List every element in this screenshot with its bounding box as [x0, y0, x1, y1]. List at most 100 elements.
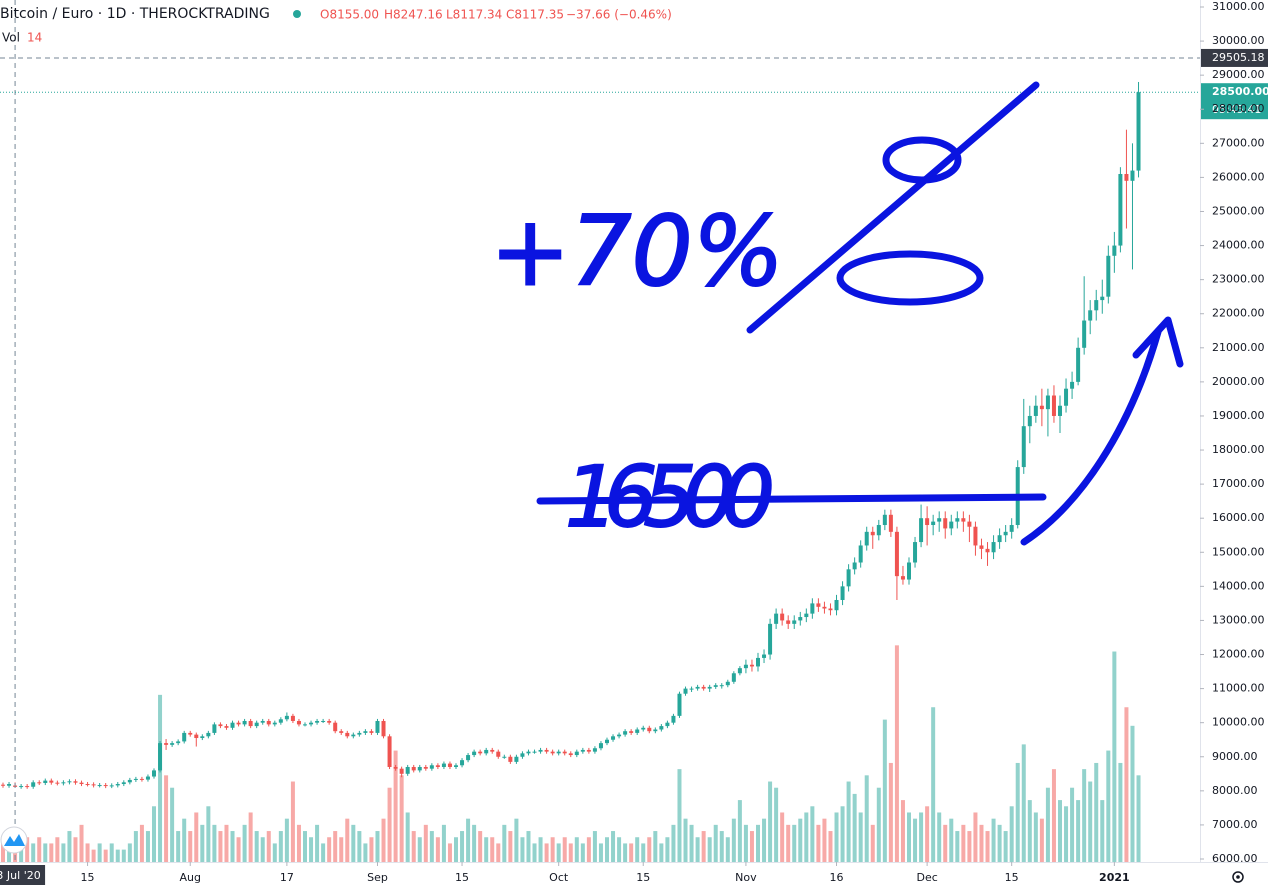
volume-bar — [532, 843, 537, 862]
candle-body — [405, 766, 410, 774]
volume-bar — [713, 824, 718, 862]
volume-bar — [919, 812, 924, 862]
volume-bar — [876, 787, 881, 862]
candle-body — [339, 731, 344, 733]
last-price-label: 28500.00 — [1212, 85, 1268, 98]
candle-body — [882, 514, 887, 526]
candle-body — [876, 525, 881, 536]
candle-body — [508, 756, 513, 762]
x-tick-label: 17 — [280, 871, 294, 884]
candle-body — [272, 722, 277, 725]
candle-body — [858, 545, 863, 563]
volume-title: Vol — [2, 31, 20, 45]
volume-bar — [1082, 769, 1087, 862]
candle-body — [653, 729, 658, 732]
close-value: C8117.35 — [506, 8, 564, 22]
candle-body — [798, 617, 803, 621]
volume-bar — [109, 843, 114, 862]
volume-bar — [290, 781, 295, 862]
candle-body — [695, 686, 700, 689]
volume-bar — [544, 843, 549, 862]
candle-body — [1064, 388, 1069, 406]
candle-body — [641, 727, 646, 730]
volume-bar — [67, 831, 72, 862]
candle-body — [961, 518, 966, 522]
volume-bar — [164, 775, 169, 862]
candle-body — [671, 715, 676, 723]
candle-body — [67, 781, 72, 783]
volume-bar — [454, 837, 458, 862]
candle-body — [870, 531, 875, 536]
candle-body — [1058, 405, 1062, 416]
volume-bar — [1, 843, 5, 862]
y-tick-label: 21000.00 — [1212, 341, 1265, 354]
volume-bar — [1076, 800, 1081, 862]
volume-bar — [496, 843, 501, 862]
y-tick-label: 27000.00 — [1212, 136, 1265, 149]
crosshair-price-label: 29505.18 — [1212, 51, 1265, 64]
annotation-percent: +70% — [490, 195, 790, 307]
candle-body — [973, 526, 978, 546]
volume-bar — [490, 837, 495, 862]
settings-gear[interactable] — [1232, 871, 1244, 883]
y-tick-label: 20000.00 — [1212, 375, 1265, 388]
candle-body — [242, 720, 247, 725]
volume-bar — [798, 818, 803, 862]
candle-body — [321, 720, 326, 722]
candle-body — [333, 722, 338, 732]
candle-body — [943, 518, 948, 529]
volume-bar — [230, 831, 235, 862]
candle-body — [592, 748, 597, 752]
candle-body — [756, 657, 760, 667]
candle-body — [768, 623, 773, 655]
candle-body — [1130, 170, 1135, 181]
candle-body — [345, 732, 350, 737]
volume-bar — [25, 837, 30, 862]
candle-body — [623, 731, 628, 735]
y-tick-label: 8000.00 — [1212, 784, 1258, 797]
candle-body — [236, 722, 241, 725]
volume-bar — [73, 837, 78, 862]
candle-body — [562, 751, 567, 754]
y-tick-label: 30000.00 — [1212, 34, 1265, 47]
candle-body — [393, 766, 398, 769]
crosshair-date-label: 03 Jul '20 — [0, 869, 41, 882]
volume-bar — [659, 843, 664, 862]
volume-bar — [852, 793, 857, 862]
candle-body — [176, 741, 181, 744]
volume-bar — [1088, 781, 1093, 862]
volume-bar — [1064, 806, 1069, 862]
volume-bar — [635, 837, 640, 862]
candle-body — [810, 603, 815, 614]
volume-bar — [629, 843, 634, 862]
volume-bar — [888, 762, 893, 862]
candle-body — [194, 734, 199, 739]
volume-bar — [417, 837, 422, 862]
candle-body — [429, 765, 434, 769]
candle-body — [1, 784, 5, 786]
candle-body — [351, 734, 356, 737]
candle-body — [327, 720, 332, 723]
candle-body — [979, 545, 984, 549]
candle-body — [363, 731, 368, 733]
volume-bar — [762, 818, 767, 862]
candle-body — [152, 770, 156, 777]
candle-body — [303, 724, 307, 726]
high-value: H8247.16 — [384, 8, 443, 22]
volume-bar — [707, 837, 712, 862]
crosshair-date-box — [0, 865, 46, 885]
volume-bar — [526, 831, 531, 862]
volume-bar — [828, 831, 833, 862]
volume-bar — [1058, 800, 1062, 862]
volume-bar — [321, 843, 326, 862]
candle-body — [955, 518, 960, 522]
volume-bar — [665, 837, 670, 862]
candle-body — [1094, 300, 1099, 311]
candle-body — [7, 784, 12, 786]
volume-bar — [556, 843, 561, 862]
y-tick-label: 24000.00 — [1212, 239, 1265, 252]
candle-body — [224, 726, 229, 728]
drawn-arrowhead — [1132, 316, 1184, 368]
y-tick-label: 9000.00 — [1212, 750, 1258, 763]
